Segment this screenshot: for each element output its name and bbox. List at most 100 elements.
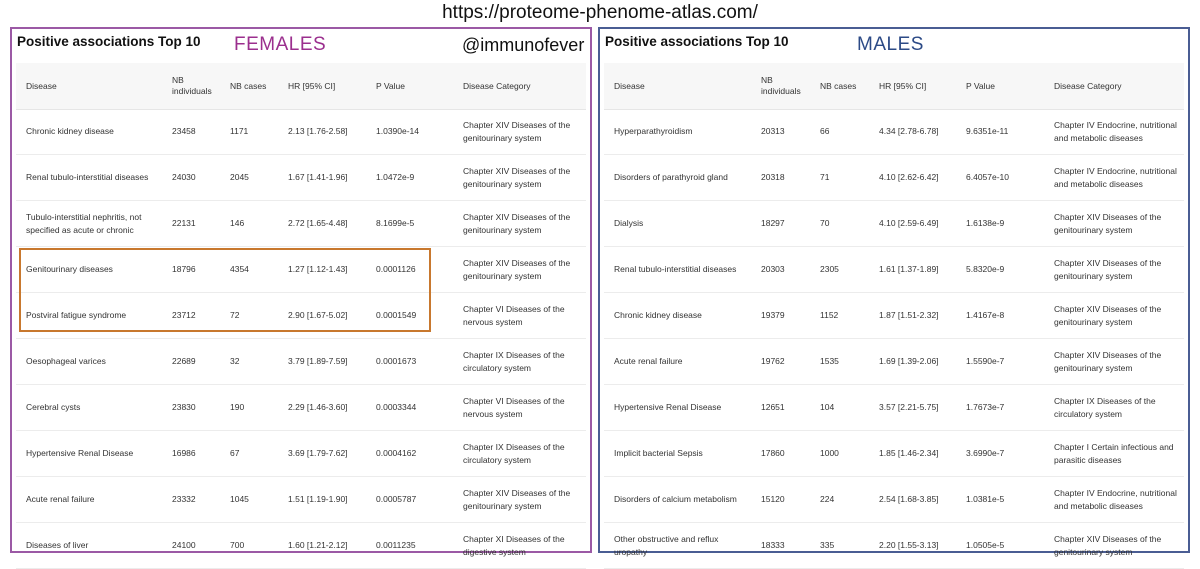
cell-disease: Genitourinary diseases: [26, 264, 113, 275]
table-row: Postviral fatigue syndrome 23712 72 2.90 [1…: [16, 293, 586, 339]
cell-hr: 2.72 [1.65-4.48]: [288, 218, 348, 229]
cell-disease: Hypertensive Renal Disease: [26, 448, 134, 459]
cell-p-value: 1.6138e-9: [966, 218, 1005, 229]
cell-disease: Acute renal failure: [614, 356, 683, 367]
header-p-value: P Value: [966, 80, 995, 91]
cell-disease: Chronic kidney disease: [614, 310, 702, 321]
cell-nb-cases: 700: [230, 540, 245, 551]
cell-nb-cases: 1152: [820, 310, 839, 321]
cell-nb-individuals: 12651: [761, 402, 785, 413]
cell-disease: Other obstructive and reflux uropathy: [614, 534, 719, 557]
table-row: Cerebral cysts 23830 190 2.29 [1.46-3.60] 0.…: [16, 385, 586, 431]
cell-nb-individuals: 17860: [761, 448, 785, 459]
cell-p-value: 0.0001673: [376, 356, 417, 367]
cell-category: Chapter I Certain infectious and parasit…: [1054, 442, 1174, 465]
table-row: Acute renal failure 19762 1535 1.69 [1.39-2…: [604, 339, 1184, 385]
cell-nb-cases: 70: [820, 218, 830, 229]
cell-nb-individuals: 23712: [172, 310, 196, 321]
cell-disease: Acute renal failure: [26, 494, 95, 505]
cell-category: Chapter XIV Diseases of the genitourinar…: [463, 166, 571, 189]
cell-nb-individuals: 24030: [172, 172, 196, 183]
table-row: Chronic kidney disease 23458 1171 2.13 [1.7…: [16, 109, 586, 155]
females-group-label: FEMALES: [234, 34, 327, 55]
cell-p-value: 0.0011235: [376, 540, 416, 551]
cell-hr: 1.61 [1.37-1.89]: [879, 264, 939, 275]
cell-nb-cases: 1045: [230, 494, 249, 505]
table-row: Diseases of liver 24100 700 1.60 [1.21-2.12…: [16, 523, 586, 569]
cell-p-value: 8.1699e-5: [376, 218, 415, 229]
females-table-body: Chronic kidney disease 23458 1171 2.13 [1.7…: [16, 109, 586, 569]
table-row: Disorders of parathyroid gland 20318 71 4.1…: [604, 155, 1184, 201]
cell-category: Chapter XIV Diseases of the genitourinar…: [1054, 350, 1162, 373]
cell-nb-cases: 1000: [820, 448, 839, 459]
cell-hr: 3.69 [1.79-7.62]: [288, 448, 348, 459]
cell-disease: Chronic kidney disease: [26, 126, 114, 137]
cell-nb-individuals: 24100: [172, 540, 196, 551]
cell-p-value: 9.6351e-11: [966, 126, 1009, 137]
cell-hr: 3.57 [2.21-5.75]: [879, 402, 939, 413]
cell-category: Chapter XIV Diseases of the genitourinar…: [1054, 212, 1162, 235]
cell-category: Chapter XIV Diseases of the genitourinar…: [463, 212, 571, 235]
cell-category: Chapter XIV Diseases of the genitourinar…: [1054, 304, 1162, 327]
cell-disease: Renal tubulo-interstitial diseases: [26, 172, 149, 183]
table-row: Genitourinary diseases 18796 4354 1.27 [1.1…: [16, 247, 586, 293]
cell-hr: 2.13 [1.76-2.58]: [288, 126, 348, 137]
cell-p-value: 0.0004162: [376, 448, 417, 459]
table-row: Renal tubulo-interstitial diseases 24030 2…: [16, 155, 586, 201]
table-row: Hypertensive Renal Disease 16986 67 3.69 [1…: [16, 431, 586, 477]
males-group-label: MALES: [857, 34, 924, 55]
females-panel: Positive associations Top 10 FEMALES @im…: [10, 27, 592, 569]
cell-p-value: 0.0003344: [376, 402, 417, 413]
cell-nb-individuals: 18297: [761, 218, 785, 229]
cell-nb-cases: 66: [820, 126, 830, 137]
cell-nb-individuals: 18333: [761, 540, 785, 551]
cell-category: Chapter IX Diseases of the circulatory s…: [463, 442, 565, 465]
cell-nb-cases: 104: [820, 402, 835, 413]
cell-disease: Hyperparathyroidism: [614, 126, 693, 137]
cell-p-value: 1.5590e-7: [966, 356, 1005, 367]
cell-nb-individuals: 22689: [172, 356, 196, 367]
cell-nb-cases: 67: [230, 448, 240, 459]
cell-category: Chapter XIV Diseases of the genitourinar…: [463, 120, 571, 143]
cell-nb-individuals: 15120: [761, 494, 785, 505]
header-disease: Disease: [614, 80, 645, 91]
table-row: Oesophageal varices 22689 32 3.79 [1.89-7.5…: [16, 339, 586, 385]
cell-p-value: 1.0472e-9: [376, 172, 415, 183]
cell-disease: Implicit bacterial Sepsis: [614, 448, 703, 459]
cell-p-value: 1.4167e-8: [966, 310, 1005, 321]
cell-category: Chapter XIV Diseases of the genitourinar…: [463, 258, 571, 281]
table-row: Acute renal failure 23332 1045 1.51 [1.19-1…: [16, 477, 586, 523]
cell-disease: Diseases of liver: [26, 540, 89, 551]
table-row: Disorders of calcium metabolism 15120 224 2…: [604, 477, 1184, 523]
cell-hr: 3.79 [1.89-7.59]: [288, 356, 348, 367]
header-nb-cases: NB cases: [820, 80, 857, 91]
cell-hr: 4.10 [2.62-6.42]: [879, 172, 939, 183]
header-hr: HR [95% CI]: [879, 80, 927, 91]
cell-category: Chapter XIV Diseases of the genitourinar…: [1054, 258, 1162, 281]
cell-category: Chapter VI Diseases of the nervous syste…: [463, 304, 565, 327]
header-category: Disease Category: [1054, 80, 1122, 91]
cell-category: Chapter IV Endocrine, nutritional and me…: [1054, 488, 1177, 511]
cell-nb-individuals: 20303: [761, 264, 785, 275]
cell-disease: Cerebral cysts: [26, 402, 81, 413]
table-row: Chronic kidney disease 19379 1152 1.87 [1.5…: [604, 293, 1184, 339]
cell-p-value: 3.6990e-7: [966, 448, 1005, 459]
header-category: Disease Category: [463, 80, 531, 91]
males-panel-title: Positive associations Top 10: [605, 34, 789, 49]
cell-nb-individuals: 23458: [172, 126, 196, 137]
cell-nb-individuals: 20318: [761, 172, 785, 183]
cell-disease: Disorders of parathyroid gland: [614, 172, 728, 183]
females-table-header: Disease NB individuals NB cases HR [95% …: [16, 63, 586, 110]
cell-p-value: 6.4057e-10: [966, 172, 1010, 183]
cell-nb-cases: 1171: [230, 126, 249, 137]
table-row: Implicit bacterial Sepsis 17860 1000 1.85 […: [604, 431, 1184, 477]
cell-nb-individuals: 22131: [172, 218, 196, 229]
cell-hr: 1.27 [1.12-1.43]: [288, 264, 348, 275]
cell-category: Chapter IX Diseases of the circulatory s…: [1054, 396, 1156, 419]
males-panel: Positive associations Top 10 MALES Disea…: [598, 27, 1190, 569]
cell-nb-individuals: 19379: [761, 310, 785, 321]
header-p-value: P Value: [376, 80, 405, 91]
cell-category: Chapter XI Diseases of the digestive sys…: [463, 534, 565, 557]
cell-hr: 2.20 [1.55-3.13]: [879, 540, 939, 551]
cell-nb-cases: 71: [820, 172, 830, 183]
